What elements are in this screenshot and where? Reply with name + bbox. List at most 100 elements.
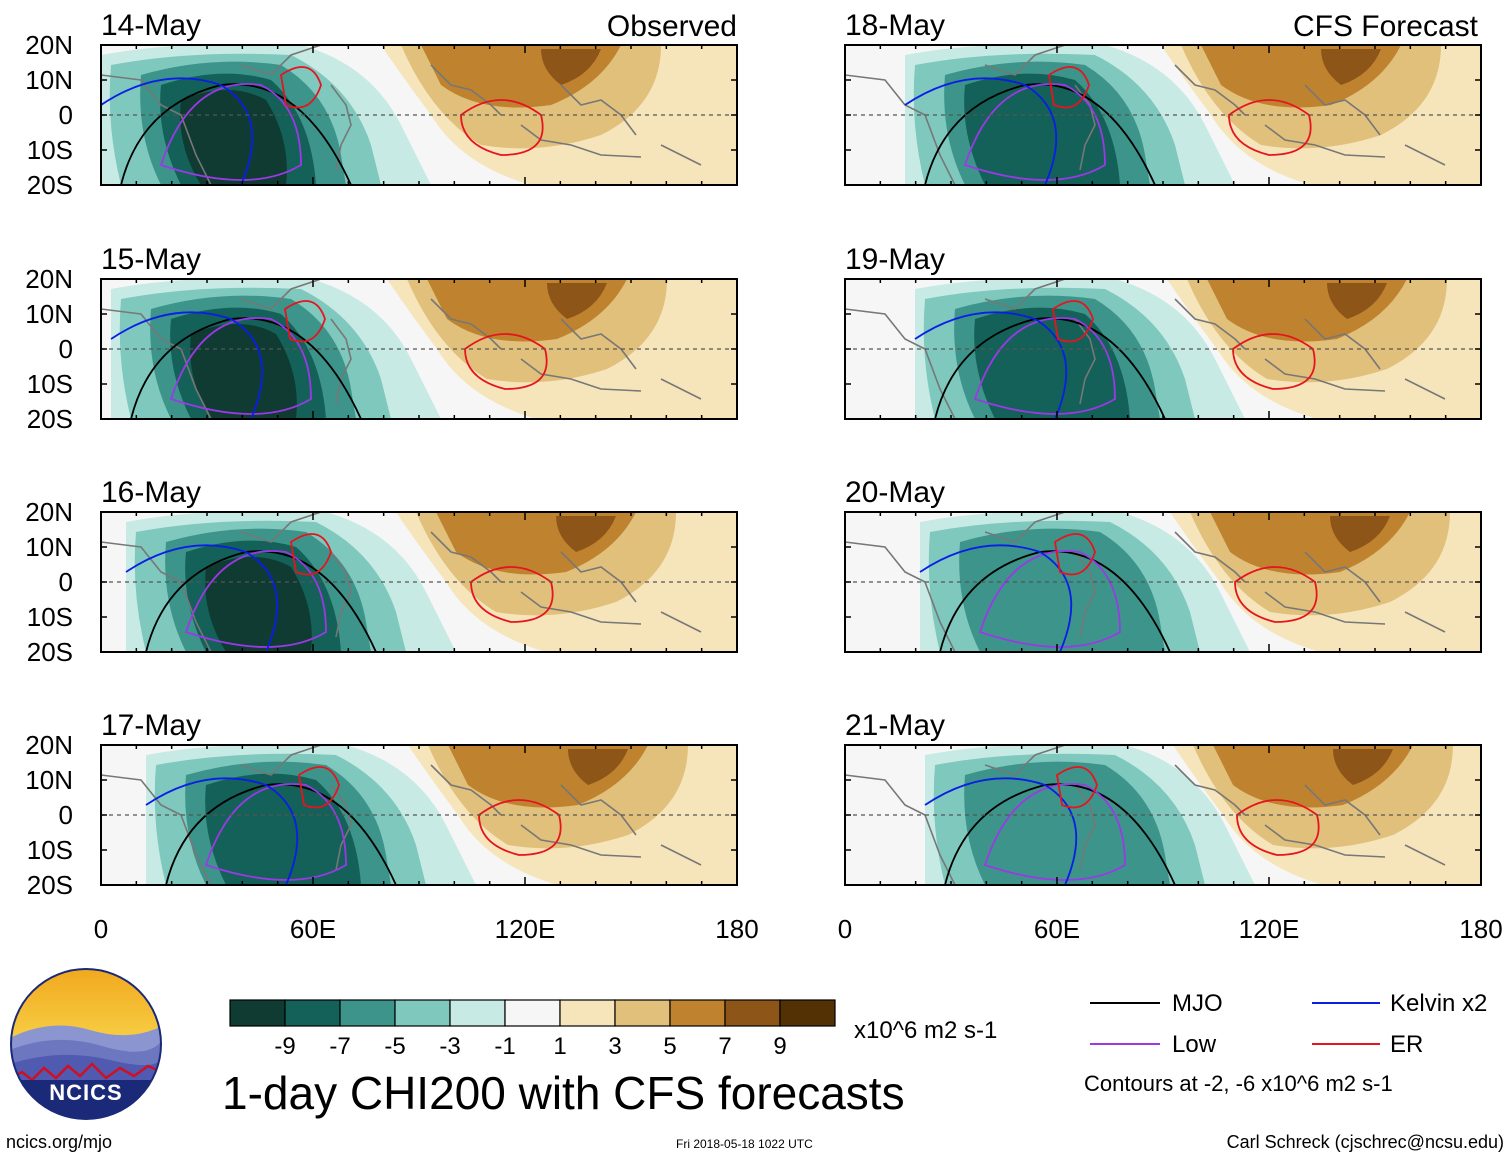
colorbar-tick-9: 9 — [773, 1033, 786, 1060]
kelvin-legend-label: Kelvin x2 — [1390, 990, 1487, 1017]
lat-label-1-3: 10S — [27, 135, 73, 165]
lat-label-4-1: 10N — [25, 765, 73, 795]
low-legend-label: Low — [1172, 1031, 1217, 1058]
right-lon-label-60e: 60E — [1034, 914, 1080, 944]
er-contour — [284, 300, 326, 343]
right-lon-label-0: 0 — [838, 914, 852, 944]
colorbar-tick-3: -3 — [439, 1033, 460, 1060]
colorbar-tick-8: 7 — [718, 1033, 731, 1060]
colorbar-tick-7: 5 — [663, 1033, 676, 1060]
er-contour — [478, 799, 562, 856]
colorbar-swatch-pos11 — [779, 999, 836, 1027]
er-contour — [1236, 799, 1320, 856]
colorbar-swatch-pos5 — [614, 999, 671, 1027]
low-contour — [973, 317, 1116, 415]
lat-label-3-1: 10N — [25, 532, 73, 562]
left-lon-axis: 0 60E 120E 180 — [94, 914, 759, 944]
right-lon-label-180: 180 — [1459, 914, 1502, 944]
lat-label-4-0: 20N — [25, 730, 73, 760]
footer-credit: Carl Schreck (cjschrec@ncsu.edu) — [1226, 1132, 1504, 1152]
panel-date-right-2: 19-May — [845, 243, 945, 276]
er-contour — [1052, 300, 1094, 343]
er-contour — [464, 333, 548, 390]
colorbar: -9 -7 -5 -3 -1 1 3 5 7 9 x10^6 m2 s-1 — [229, 999, 997, 1060]
low-contour — [159, 83, 302, 181]
colorbar-swatch-pos7 — [669, 999, 726, 1027]
colorbar-swatch-pos3 — [559, 999, 616, 1027]
kelvin-contour — [914, 311, 1068, 419]
panel-date-left-3: 16-May — [101, 476, 201, 509]
colorbar-swatch-neg5 — [339, 999, 396, 1027]
lat-label-2-3: 10S — [27, 369, 73, 399]
lat-label-1-1: 10N — [25, 65, 73, 95]
kelvin-contour — [145, 777, 299, 885]
er-contour — [1056, 766, 1098, 809]
logo-text: NCICS — [49, 1080, 122, 1105]
lat-label-3-3: 10S — [27, 602, 73, 632]
panel-date-right-4: 21-May — [845, 709, 945, 742]
panel-date-left-4: 17-May — [101, 709, 201, 742]
er-contour — [460, 99, 544, 156]
observed-header: Observed — [607, 10, 737, 43]
er-legend-label: ER — [1390, 1031, 1423, 1058]
mjo-legend-label: MJO — [1172, 990, 1223, 1017]
panel-date-right-3: 20-May — [845, 476, 945, 509]
colorbar-swatch-neg9 — [229, 999, 286, 1027]
er-contour — [1232, 333, 1316, 390]
er-contour — [1234, 566, 1318, 623]
lat-label-4-3: 10S — [27, 835, 73, 865]
lat-label-4-2: 0 — [59, 800, 73, 830]
er-contour — [1228, 99, 1312, 156]
colorbar-swatch-neg3 — [394, 999, 451, 1027]
panel-date-left-1: 14-May — [101, 9, 201, 42]
panel-right-4: 21-May — [844, 709, 1482, 886]
kelvin-contour — [919, 544, 1073, 652]
left-lon-label-180: 180 — [715, 914, 758, 944]
kelvin-contour — [924, 777, 1078, 885]
footer-timestamp: Fri 2018-05-18 1022 UTC — [676, 1137, 813, 1151]
colorbar-tick-1: -7 — [329, 1033, 350, 1060]
left-lon-label-120e: 120E — [495, 914, 556, 944]
er-contour — [470, 566, 554, 623]
panel-left-1: 14-May 20N 10N 0 10S 20S — [25, 9, 738, 200]
footer-url[interactable]: ncics.org/mjo — [6, 1132, 113, 1152]
right-lon-label-120e: 120E — [1239, 914, 1300, 944]
lat-label-1-4: 20S — [27, 170, 73, 200]
colorbar-swatch-neg1 — [449, 999, 506, 1027]
colorbar-tick-0: -9 — [274, 1033, 295, 1060]
colorbar-units: x10^6 m2 s-1 — [854, 1017, 997, 1044]
lat-label-1-0: 20N — [25, 30, 73, 60]
contours-note: Contours at -2, -6 x10^6 m2 s-1 — [1084, 1071, 1393, 1096]
panel-date-left-2: 15-May — [101, 243, 201, 276]
colorbar-swatch-pos1 — [504, 999, 561, 1027]
lat-label-3-4: 20S — [27, 637, 73, 667]
lat-label-4-4: 20S — [27, 870, 73, 900]
ncics-logo: NCICS — [10, 968, 162, 1120]
figure-title: 1-day CHI200 with CFS forecasts — [222, 1067, 905, 1119]
colorbar-swatch-pos9 — [724, 999, 781, 1027]
er-contour — [1054, 533, 1096, 576]
lat-label-3-2: 0 — [59, 567, 73, 597]
panel-right-2: 19-May — [844, 243, 1482, 420]
map-panels: 14-May 20N 10N 0 10S 20S 15-May 20N 10N 0 10S 20S 16… — [25, 9, 1502, 944]
colorbar-tick-6: 3 — [608, 1033, 621, 1060]
lat-label-2-0: 20N — [25, 264, 73, 294]
panel-left-3: 16-May 20N 10N 0 10S 20S — [25, 476, 738, 667]
er-contour — [1048, 66, 1090, 109]
kelvin-contour — [125, 544, 279, 652]
kelvin-contour — [101, 77, 254, 185]
lat-label-2-1: 10N — [25, 299, 73, 329]
left-lon-label-0: 0 — [94, 914, 108, 944]
panel-right-3: 20-May — [844, 476, 1482, 653]
colorbar-swatch-neg7 — [284, 999, 341, 1027]
lat-label-1-2: 0 — [59, 100, 73, 130]
panel-left-4: 17-May 20N 10N 0 10S 20S — [25, 709, 738, 900]
colorbar-tick-2: -5 — [384, 1033, 405, 1060]
colorbar-tick-5: 1 — [553, 1033, 566, 1060]
low-contour — [184, 550, 327, 648]
lat-label-2-4: 20S — [27, 404, 73, 434]
forecast-header: CFS Forecast — [1293, 10, 1479, 43]
colorbar-tick-4: -1 — [494, 1033, 515, 1060]
er-contour — [280, 66, 322, 109]
kelvin-contour — [110, 311, 264, 419]
